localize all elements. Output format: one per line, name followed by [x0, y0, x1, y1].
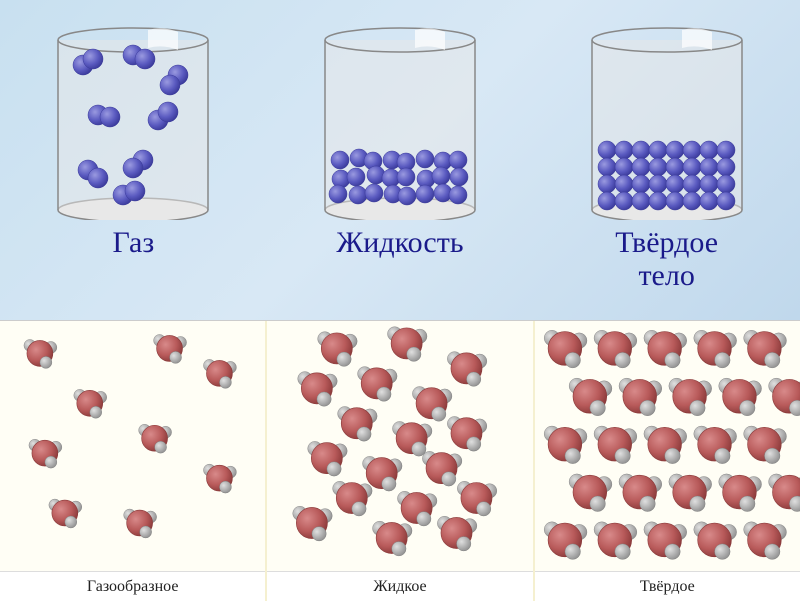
label-solid: Твёрдоетело	[615, 226, 718, 292]
cylinder-gas-canvas	[48, 20, 218, 220]
cylinder-solid: Твёрдоетело	[557, 20, 777, 292]
panel-liquid: Жидкое	[267, 321, 534, 601]
panel-gaseous-canvas	[0, 321, 265, 571]
cylinder-liquid-canvas	[315, 20, 485, 220]
label-gas: Газ	[112, 226, 154, 259]
panel-label-solid: Твёрдое	[535, 571, 800, 601]
bottom-water-section: Газообразное Жидкое Твёрдое	[0, 320, 800, 601]
panel-solid: Твёрдое	[535, 321, 800, 601]
cylinder-gas: Газ	[23, 20, 243, 259]
panel-gaseous: Газообразное	[0, 321, 267, 601]
label-liquid: Жидкость	[336, 226, 463, 259]
cylinder-solid-canvas	[582, 20, 752, 220]
cylinder-liquid: Жидкость	[290, 20, 510, 259]
top-cylinders-section: Газ Жидкость Твёрдоетело	[0, 0, 800, 320]
panel-liquid-canvas	[267, 321, 532, 571]
panel-solid-canvas	[535, 321, 800, 571]
panel-label-gaseous: Газообразное	[0, 571, 265, 601]
panel-label-liquid: Жидкое	[267, 571, 532, 601]
